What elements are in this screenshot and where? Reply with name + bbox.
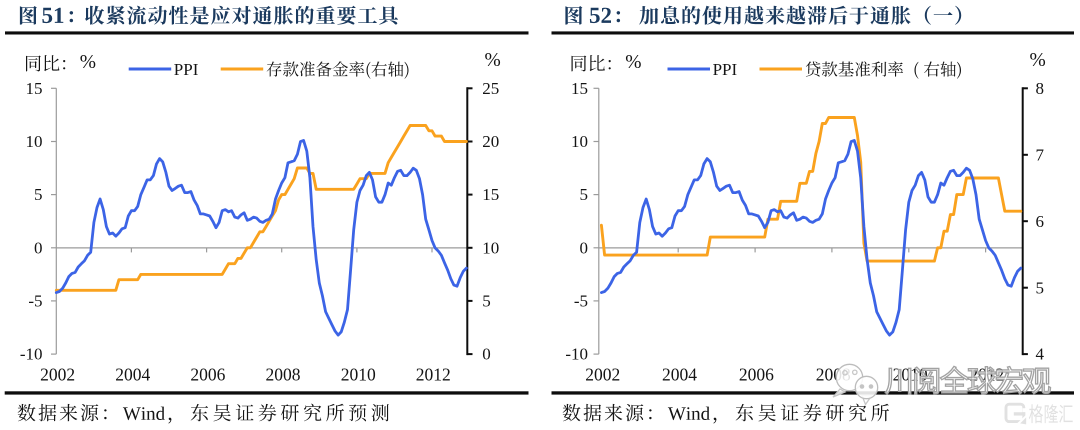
svg-text:0: 0 xyxy=(482,345,491,364)
svg-text:0: 0 xyxy=(34,238,43,257)
svg-text:2006: 2006 xyxy=(739,364,774,384)
svg-text:PPI: PPI xyxy=(713,60,738,79)
svg-text:2006: 2006 xyxy=(190,364,225,384)
svg-text:%: % xyxy=(80,52,96,73)
svg-text:%: % xyxy=(485,50,501,71)
svg-text:6: 6 xyxy=(1036,212,1045,231)
svg-text:10: 10 xyxy=(482,238,499,257)
svg-text:2012: 2012 xyxy=(416,364,451,384)
svg-text:-5: -5 xyxy=(574,292,588,311)
svg-text:2004: 2004 xyxy=(662,364,697,384)
svg-text:2008: 2008 xyxy=(266,364,301,384)
svg-text:%: % xyxy=(625,52,641,73)
svg-text:-10: -10 xyxy=(20,345,43,364)
svg-text:7: 7 xyxy=(1036,145,1045,164)
svg-text:2004: 2004 xyxy=(115,364,150,384)
svg-text:4: 4 xyxy=(1036,345,1045,364)
svg-text:8: 8 xyxy=(1036,79,1045,98)
svg-text:25: 25 xyxy=(482,79,499,98)
svg-text:%: % xyxy=(1030,50,1046,71)
svg-text:PPI: PPI xyxy=(174,60,199,79)
svg-text:5: 5 xyxy=(482,292,491,311)
svg-text:2002: 2002 xyxy=(40,364,75,384)
svg-text:-5: -5 xyxy=(28,292,42,311)
svg-text:15: 15 xyxy=(482,185,499,204)
svg-text:20: 20 xyxy=(482,132,499,151)
svg-text:15: 15 xyxy=(26,79,43,98)
svg-text:2002: 2002 xyxy=(585,364,620,384)
svg-text:2010: 2010 xyxy=(341,364,376,384)
svg-text:-10: -10 xyxy=(565,345,588,364)
svg-text:5: 5 xyxy=(34,185,43,204)
svg-text:0: 0 xyxy=(580,238,589,257)
svg-text:5: 5 xyxy=(580,185,589,204)
svg-text:15: 15 xyxy=(571,79,588,98)
svg-text:5: 5 xyxy=(1036,278,1045,297)
svg-text:10: 10 xyxy=(26,132,43,151)
svg-text:10: 10 xyxy=(571,132,588,151)
